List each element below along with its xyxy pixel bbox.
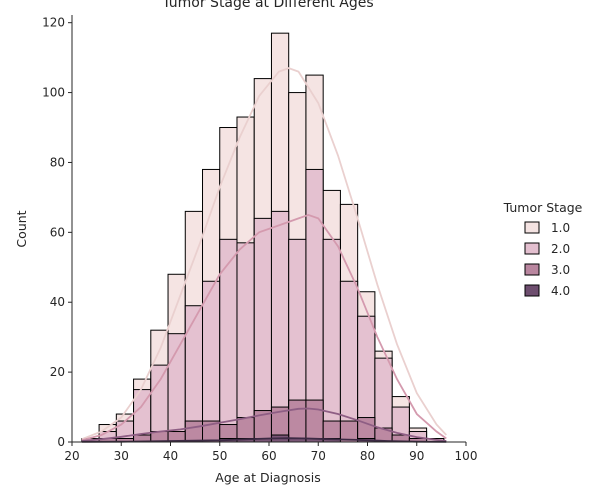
bar-stage-2.0-bin-9: [236, 242, 255, 443]
x-tick-label: 90: [409, 449, 424, 463]
y-tick-label: 60: [50, 225, 65, 239]
legend-label-1.0: 1.0: [551, 221, 570, 235]
kde-stage-4.0: [81, 437, 447, 443]
y-tick-label: 20: [50, 365, 65, 379]
kde-curves: [81, 67, 447, 443]
kde-stage-2.0: [81, 213, 447, 442]
y-tick-label: 80: [50, 155, 65, 169]
kde-stage-3.0: [81, 407, 447, 442]
legend-label-2.0: 2.0: [551, 242, 570, 256]
legend-title: Tumor Stage: [503, 200, 583, 215]
bar-stage-3.0-bin-13: [305, 399, 324, 443]
x-tick-label: 60: [261, 449, 276, 463]
legend-swatch-3.0: [524, 263, 540, 276]
bar-stage-3.0-bin-6: [184, 420, 204, 443]
x-tick-label: 80: [360, 449, 375, 463]
legend-label-3.0: 3.0: [551, 263, 570, 277]
kde-stage-1.0: [81, 67, 447, 441]
legend-label-4.0: 4.0: [551, 284, 570, 298]
x-tick-label: 50: [212, 449, 227, 463]
y-tick-label: 100: [42, 86, 65, 100]
bar-stage-3.0-bin-12: [288, 399, 307, 443]
x-tick-label: 40: [163, 449, 178, 463]
y-ticks: 0 20 40 60 80 100 120: [42, 16, 72, 449]
x-tick-label: 20: [64, 449, 79, 463]
legend: 1.0 2.0 3.0 4.0: [524, 221, 570, 298]
histogram-bars: [81, 32, 445, 443]
x-ticks: 20 30 40 50 60 70 80 90 100: [64, 442, 477, 463]
bar-stage-2.0-bin-10: [253, 217, 272, 443]
y-tick-label: 40: [50, 295, 65, 309]
chart-title: Tumor Stage at Different Ages: [161, 0, 373, 11]
x-tick-label: 70: [311, 449, 326, 463]
legend-swatch-4.0: [524, 284, 540, 297]
legend-swatch-1.0: [524, 221, 540, 234]
x-axis-label: Age at Diagnosis: [215, 470, 320, 485]
legend-swatch-2.0: [524, 242, 540, 255]
y-tick-label: 120: [42, 16, 65, 30]
y-axis-label: Count: [14, 210, 29, 247]
bar-stage-2.0-bin-7: [202, 280, 221, 443]
x-tick-label: 100: [455, 449, 478, 463]
x-tick-label: 30: [114, 449, 129, 463]
y-tick-label: 0: [57, 435, 65, 449]
